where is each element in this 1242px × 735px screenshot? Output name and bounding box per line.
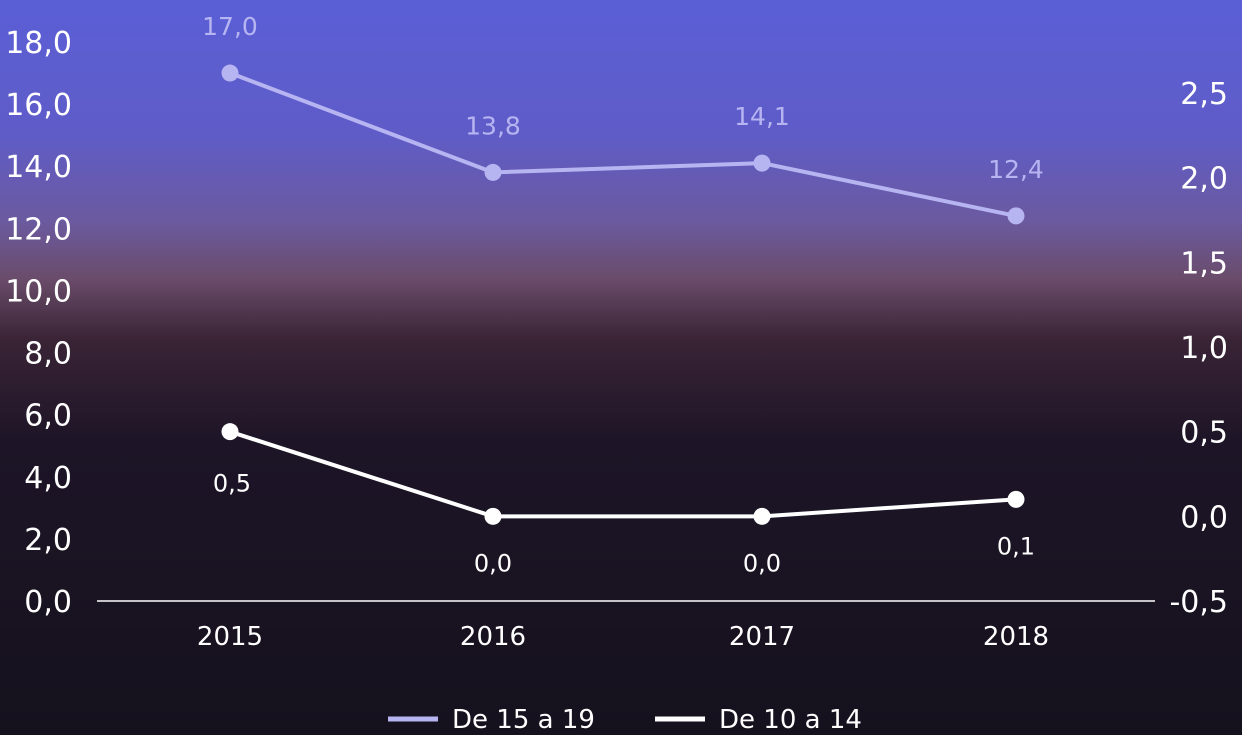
x-axis: 2015 2016 2017 2018	[197, 622, 1049, 652]
data-label-1: 13,8	[465, 111, 521, 140]
series-line-1	[229, 71, 1017, 218]
left-tick-label: 6,0	[24, 399, 72, 434]
left-tick-label: 14,0	[5, 150, 72, 185]
right-axis: -0,5 0,0 0,5 1,0 1,5 2,0 2,5	[1169, 77, 1228, 620]
right-tick-label: -0,5	[1169, 585, 1228, 620]
series-point-2	[1007, 490, 1025, 508]
left-tick-label: 2,0	[24, 523, 72, 558]
series-point-1	[1007, 207, 1025, 225]
left-tick-label: 10,0	[5, 274, 72, 309]
series-point-2	[484, 507, 502, 525]
data-label-1: 12,4	[988, 155, 1044, 184]
right-tick-label: 2,5	[1180, 77, 1228, 112]
x-tick-label: 2017	[729, 622, 795, 652]
left-tick-label: 4,0	[24, 461, 72, 496]
x-tick-label: 2018	[983, 622, 1049, 652]
right-tick-label: 0,0	[1180, 500, 1228, 535]
left-tick-label: 18,0	[5, 26, 72, 61]
legend-label-1: De 15 a 19	[452, 705, 595, 735]
right-tick-label: 0,5	[1180, 416, 1228, 451]
x-tick-label: 2015	[197, 622, 263, 652]
series-layer: 17,0 13,8 14,1 12,4 0,5 0,0 0,0 0,1	[202, 12, 1044, 577]
series-point-1	[753, 154, 771, 172]
data-label-2: 0,0	[474, 549, 512, 577]
data-label-2: 0,0	[743, 549, 781, 577]
right-tick-label: 2,0	[1180, 162, 1228, 197]
series-point-1	[221, 64, 239, 82]
left-tick-label: 8,0	[24, 337, 72, 372]
right-tick-label: 1,5	[1180, 246, 1228, 281]
series-point-2	[221, 423, 239, 441]
left-tick-label: 16,0	[5, 88, 72, 123]
right-tick-label: 1,0	[1180, 331, 1228, 366]
left-tick-label: 12,0	[5, 212, 72, 247]
series-point-1	[484, 163, 502, 181]
legend-label-2: De 10 a 14	[719, 705, 862, 735]
left-axis: 0,0 2,0 4,0 6,0 8,0 10,0 12,0 14,0 16,0 18,0	[5, 26, 72, 620]
data-label-1: 14,1	[734, 102, 790, 131]
legend: De 15 a 19 De 10 a 14	[388, 705, 862, 735]
data-label-2: 0,5	[213, 470, 251, 498]
left-tick-label: 0,0	[24, 585, 72, 620]
series-point-2	[753, 507, 771, 525]
x-tick-label: 2016	[460, 622, 526, 652]
data-label-1: 17,0	[202, 12, 258, 41]
data-label-2: 0,1	[997, 532, 1035, 560]
series-line-2	[229, 429, 1017, 519]
